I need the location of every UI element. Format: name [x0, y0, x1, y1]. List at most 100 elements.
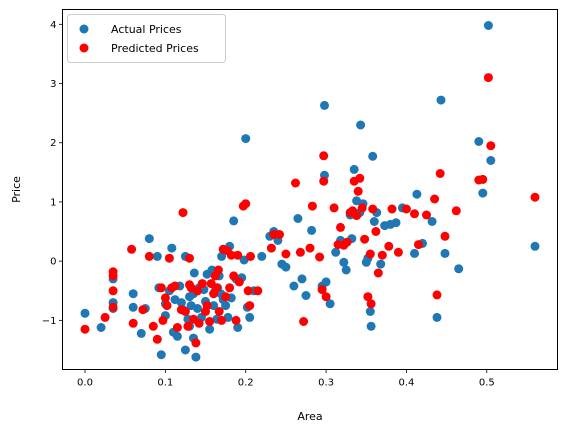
y-axis-label: Price	[10, 176, 23, 203]
predicted-price-point-38	[212, 283, 222, 293]
predicted-price-point-64	[305, 243, 315, 253]
actual-price-point-111	[483, 21, 493, 30]
y-tick-label-4: 3	[50, 79, 56, 90]
actual-price-point-105	[432, 312, 442, 322]
legend-marker-predicted	[79, 43, 89, 53]
actual-price-point-19	[172, 331, 182, 341]
predicted-price-point-13	[158, 315, 168, 325]
predicted-price-point-87	[368, 204, 378, 214]
predicted-price-point-85	[365, 249, 375, 259]
predicted-price-point-75	[342, 237, 352, 247]
actual-price-point-84	[349, 164, 359, 174]
predicted-price-point-48	[231, 315, 241, 325]
legend: Actual Prices Predicted Prices	[67, 14, 226, 63]
actual-price-point-5	[128, 289, 138, 299]
actual-price-point-67	[281, 262, 291, 272]
actual-price-point-104	[427, 217, 437, 226]
actual-price-point-78	[331, 247, 341, 257]
predicted-price-point-5	[108, 302, 118, 312]
predicted-price-point-60	[281, 249, 291, 259]
x-tick-label-5: 0.5	[479, 378, 495, 389]
actual-price-point-69	[293, 214, 303, 223]
predicted-price-point-101	[440, 231, 450, 241]
actual-price-point-16	[167, 243, 177, 253]
predicted-price-point-34	[205, 317, 215, 326]
predicted-price-point-67	[317, 285, 327, 295]
predicted-price-point-61	[291, 178, 300, 188]
actual-price-point-75	[320, 100, 329, 110]
predicted-price-point-89	[373, 268, 383, 278]
actual-price-point-80	[339, 257, 349, 267]
actual-price-point-72	[307, 225, 317, 235]
actual-price-point-76	[321, 277, 331, 287]
predicted-price-point-100	[435, 169, 445, 178]
predicted-price-point-7	[128, 318, 138, 328]
y-axis-ticks: −1 0 1 2 3 4	[42, 20, 63, 327]
x-axis-ticks: 0.0 0.1 0.2 0.3 0.4 0.5	[77, 369, 495, 389]
actual-price-point-49	[221, 301, 231, 311]
actual-price-point-7	[136, 328, 146, 338]
actual-price-point-60	[245, 312, 255, 322]
actual-price-point-53	[229, 216, 239, 226]
predicted-price-point-39	[213, 265, 223, 275]
predicted-price-point-65	[307, 201, 317, 211]
predicted-price-point-29	[193, 286, 202, 296]
x-tick-label-0: 0.0	[77, 378, 93, 389]
predicted-price-point-0	[80, 324, 90, 334]
predicted-price-point-93	[393, 247, 403, 257]
actual-price-point-96	[376, 259, 386, 269]
predicted-price-point-55	[246, 251, 255, 261]
actual-price-point-81	[341, 265, 351, 275]
actual-price-point-9	[144, 234, 154, 244]
predicted-price-point-47	[229, 271, 239, 281]
actual-price-point-6	[128, 302, 138, 312]
x-tick-label-1: 0.1	[157, 378, 173, 389]
actual-price-point-113	[530, 241, 540, 251]
actual-price-point-109	[474, 137, 484, 146]
y-tick-label-5: 4	[50, 20, 56, 31]
predicted-price-point-80	[353, 186, 363, 196]
actual-price-point-23	[180, 345, 190, 355]
predicted-price-point-46	[226, 250, 236, 260]
predicted-price-point-82	[357, 203, 367, 213]
predicted-price-point-107	[530, 192, 540, 202]
predicted-price-point-1	[100, 312, 110, 322]
actual-price-point-91	[365, 307, 375, 316]
legend-label-predicted: Predicted Prices	[111, 42, 199, 55]
legend-label-actual: Actual Prices	[111, 23, 182, 36]
predicted-price-point-63	[299, 317, 309, 326]
predicted-price-point-71	[329, 203, 339, 213]
actual-price-point-101	[410, 248, 419, 258]
actual-price-point-99	[391, 218, 401, 228]
predicted-price-point-52	[241, 199, 251, 209]
predicted-price-point-9	[144, 251, 154, 261]
actual-price-point-77	[325, 299, 335, 309]
actual-price-point-21	[176, 298, 186, 308]
predicted-price-point-106	[486, 141, 496, 151]
actual-price-point-47	[217, 251, 227, 261]
actual-price-point-1	[96, 323, 106, 332]
predicted-price-point-54	[245, 301, 255, 311]
predicted-price-point-98	[430, 194, 440, 204]
actual-price-point-112	[486, 156, 496, 165]
predicted-price-point-79	[352, 211, 362, 221]
actual-price-point-107	[440, 248, 450, 258]
predicted-price-point-56	[253, 286, 263, 296]
predicted-price-point-68	[319, 176, 329, 186]
axes-frame	[62, 9, 558, 370]
predicted-price-point-81	[355, 173, 365, 183]
points-layer	[80, 21, 540, 362]
predicted-price-point-23	[183, 321, 193, 331]
predicted-price-point-43	[221, 292, 231, 302]
predicted-price-point-102	[451, 206, 461, 216]
predicted-price-point-28	[191, 338, 201, 348]
actual-price-point-31	[189, 268, 199, 278]
actual-price-point-70	[297, 274, 307, 284]
y-tick-label-1: 0	[50, 257, 56, 268]
actual-price-point-32	[191, 352, 201, 362]
predicted-price-point-30	[194, 318, 204, 328]
y-tick-label-3: 2	[50, 138, 56, 149]
actual-price-point-106	[436, 95, 446, 105]
y-tick-label-0: −1	[42, 316, 57, 327]
predicted-price-point-4	[108, 286, 118, 296]
